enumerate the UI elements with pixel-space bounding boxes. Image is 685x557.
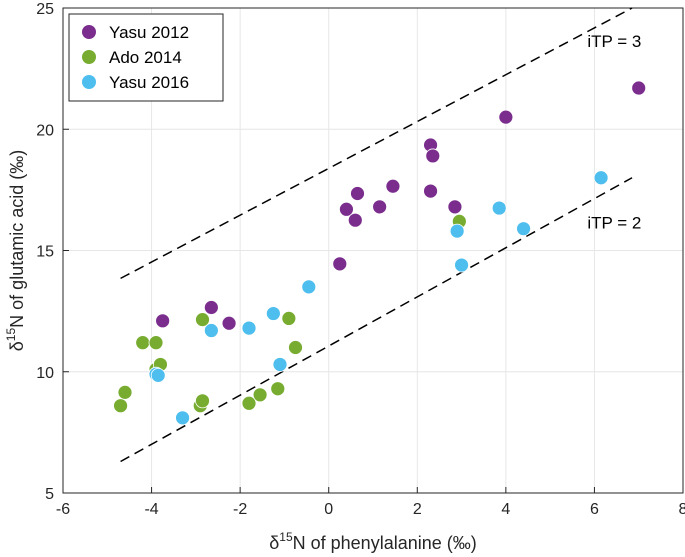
reference-line-itp=2 xyxy=(120,177,633,463)
legend-marker-yasu-2016 xyxy=(82,75,96,89)
x-tick-label: -6 xyxy=(56,501,70,518)
point-yasu-2012 xyxy=(447,199,463,215)
point-ado-2014 xyxy=(270,381,286,397)
legend-label-ado-2014: Ado 2014 xyxy=(109,48,182,67)
legend-label-yasu-2012: Yasu 2012 xyxy=(109,23,189,42)
x-tick-label: 4 xyxy=(501,501,510,518)
point-ado-2014 xyxy=(195,312,210,328)
x-tick-label: 2 xyxy=(413,501,422,518)
legend-label-yasu-2016: Yasu 2016 xyxy=(109,73,189,92)
point-ado-2014 xyxy=(252,387,268,403)
point-yasu-2012 xyxy=(372,199,388,215)
point-ado-2014 xyxy=(288,340,303,355)
point-yasu-2012 xyxy=(339,201,354,217)
x-tick-label: 8 xyxy=(679,501,685,518)
y-axis-label-text: N of glutamic acid (‰) xyxy=(7,150,27,328)
y-axis-label-delta: δ xyxy=(7,341,27,351)
legend-marker-yasu-2012 xyxy=(82,25,96,39)
axis-ticks: -6 -4 -2 0 2 4 6 8 5 10 15 20 25 xyxy=(36,1,685,518)
point-yasu-2016 xyxy=(593,170,609,186)
point-yasu-2012 xyxy=(425,148,441,164)
y-axis-label-superscript: 15 xyxy=(4,328,18,342)
legend: Yasu 2012 Ado 2014 Yasu 2016 xyxy=(68,13,224,102)
y-tick-label: 10 xyxy=(36,365,54,382)
point-ado-2014 xyxy=(117,384,133,400)
point-yasu-2016 xyxy=(454,257,469,273)
point-yasu-2012 xyxy=(498,109,514,125)
y-axis-label: δ15N of glutamic acid (‰) xyxy=(4,150,27,351)
point-yasu-2012 xyxy=(203,300,219,315)
point-yasu-2012 xyxy=(221,315,237,331)
point-yasu-2016 xyxy=(272,357,288,372)
reference-line-itp=3 xyxy=(120,7,633,280)
point-yasu-2016 xyxy=(516,221,531,237)
point-yasu-2016 xyxy=(150,367,166,383)
point-yasu-2016 xyxy=(301,279,317,295)
point-ado-2014 xyxy=(281,310,297,326)
y-tick-label: 20 xyxy=(36,122,54,139)
reference-lines xyxy=(120,7,633,463)
y-tick-label: 25 xyxy=(36,1,54,18)
point-yasu-2016 xyxy=(241,320,257,336)
y-tick-label: 5 xyxy=(45,486,54,503)
point-ado-2014 xyxy=(113,398,128,414)
point-ado-2014 xyxy=(241,395,257,411)
x-tick-label: 6 xyxy=(590,501,599,518)
annotation-label: iTP = 3 xyxy=(587,32,641,51)
point-yasu-2016 xyxy=(449,223,465,239)
point-yasu-2012 xyxy=(350,186,365,201)
point-yasu-2012 xyxy=(155,313,171,329)
point-yasu-2012 xyxy=(423,183,438,199)
point-yasu-2016 xyxy=(265,306,281,321)
x-tick-label: -2 xyxy=(233,501,247,518)
annotation-label: iTP = 2 xyxy=(587,214,641,233)
y-tick-label: 15 xyxy=(36,244,54,261)
x-axis-label: δ15N of phenylalanine (‰) xyxy=(269,530,477,553)
point-yasu-2016 xyxy=(175,410,190,426)
point-ado-2014 xyxy=(195,393,210,409)
point-yasu-2012 xyxy=(332,256,348,272)
x-axis-label-delta: δ xyxy=(269,533,279,553)
x-tick-label: 0 xyxy=(324,501,333,518)
annotations: iTP = 3 iTP = 2 xyxy=(587,32,641,233)
x-axis-label-text: N of phenylalanine (‰) xyxy=(293,533,477,553)
point-yasu-2012 xyxy=(631,80,647,96)
point-yasu-2012 xyxy=(385,178,401,194)
point-ado-2014 xyxy=(148,335,164,351)
legend-marker-ado-2014 xyxy=(82,50,96,64)
point-yasu-2012 xyxy=(347,212,363,228)
data-points xyxy=(113,80,647,426)
point-ado-2014 xyxy=(135,335,151,351)
x-axis-label-superscript: 15 xyxy=(279,530,293,544)
point-yasu-2016 xyxy=(203,323,219,338)
point-yasu-2016 xyxy=(491,200,507,216)
x-tick-label: -4 xyxy=(144,501,158,518)
